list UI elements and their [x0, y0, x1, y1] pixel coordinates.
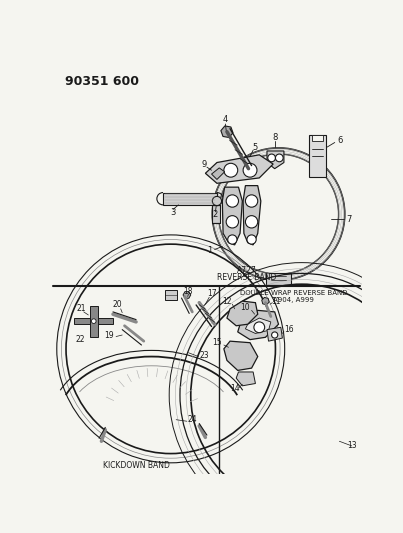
Polygon shape [183, 292, 191, 298]
Circle shape [226, 195, 239, 207]
Circle shape [224, 163, 238, 177]
Circle shape [243, 163, 257, 177]
Circle shape [272, 332, 278, 338]
Text: A727: A727 [237, 266, 257, 275]
Circle shape [254, 322, 265, 333]
Text: 11: 11 [272, 297, 281, 305]
Text: 23: 23 [199, 351, 209, 360]
Circle shape [212, 196, 222, 206]
Text: 12: 12 [222, 297, 232, 305]
Text: 10: 10 [241, 303, 250, 312]
Circle shape [228, 235, 237, 244]
Polygon shape [222, 187, 242, 245]
Text: 1: 1 [208, 246, 213, 255]
Polygon shape [266, 273, 291, 285]
Polygon shape [206, 155, 273, 183]
Text: 13: 13 [347, 441, 357, 450]
Text: 3: 3 [170, 208, 176, 217]
Text: 9: 9 [201, 159, 206, 168]
Polygon shape [238, 310, 278, 340]
Polygon shape [227, 301, 258, 326]
Polygon shape [163, 192, 217, 205]
Polygon shape [212, 168, 224, 180]
Text: 8: 8 [272, 133, 277, 142]
Circle shape [245, 216, 258, 228]
Text: 6: 6 [337, 136, 343, 146]
Text: 22: 22 [76, 335, 85, 344]
Text: 16: 16 [284, 325, 293, 334]
Polygon shape [262, 297, 269, 305]
Polygon shape [75, 318, 113, 324]
Text: 90351 600: 90351 600 [65, 75, 139, 88]
Text: 5: 5 [253, 143, 258, 151]
Polygon shape [312, 135, 323, 141]
Text: A904, A999: A904, A999 [274, 297, 314, 303]
Circle shape [91, 319, 96, 324]
Text: 14: 14 [230, 384, 239, 393]
Polygon shape [243, 185, 261, 245]
Text: DOUBLE WRAP REVERSE BAND: DOUBLE WRAP REVERSE BAND [240, 290, 348, 296]
Circle shape [276, 154, 283, 161]
Text: 18: 18 [184, 287, 193, 296]
Polygon shape [245, 318, 271, 334]
Circle shape [226, 216, 239, 228]
Polygon shape [310, 135, 326, 177]
Text: 7: 7 [346, 215, 351, 224]
Text: 24: 24 [187, 415, 197, 424]
Circle shape [268, 154, 276, 161]
Text: 4: 4 [223, 115, 228, 124]
Text: 20: 20 [112, 300, 122, 309]
Polygon shape [90, 306, 98, 336]
Text: 21: 21 [76, 304, 85, 312]
Text: 15: 15 [213, 338, 222, 347]
Text: REVERSE BAND: REVERSE BAND [217, 273, 276, 282]
Text: 17: 17 [207, 289, 216, 298]
Polygon shape [267, 151, 284, 168]
Text: 19: 19 [104, 330, 114, 340]
Circle shape [245, 195, 258, 207]
Polygon shape [224, 341, 258, 370]
Polygon shape [236, 372, 256, 386]
Text: 2: 2 [213, 211, 218, 220]
Circle shape [247, 235, 256, 244]
Polygon shape [267, 327, 283, 341]
Polygon shape [221, 126, 233, 138]
Polygon shape [212, 205, 220, 223]
Text: KICKDOWN BAND: KICKDOWN BAND [103, 462, 170, 471]
Polygon shape [164, 290, 177, 300]
